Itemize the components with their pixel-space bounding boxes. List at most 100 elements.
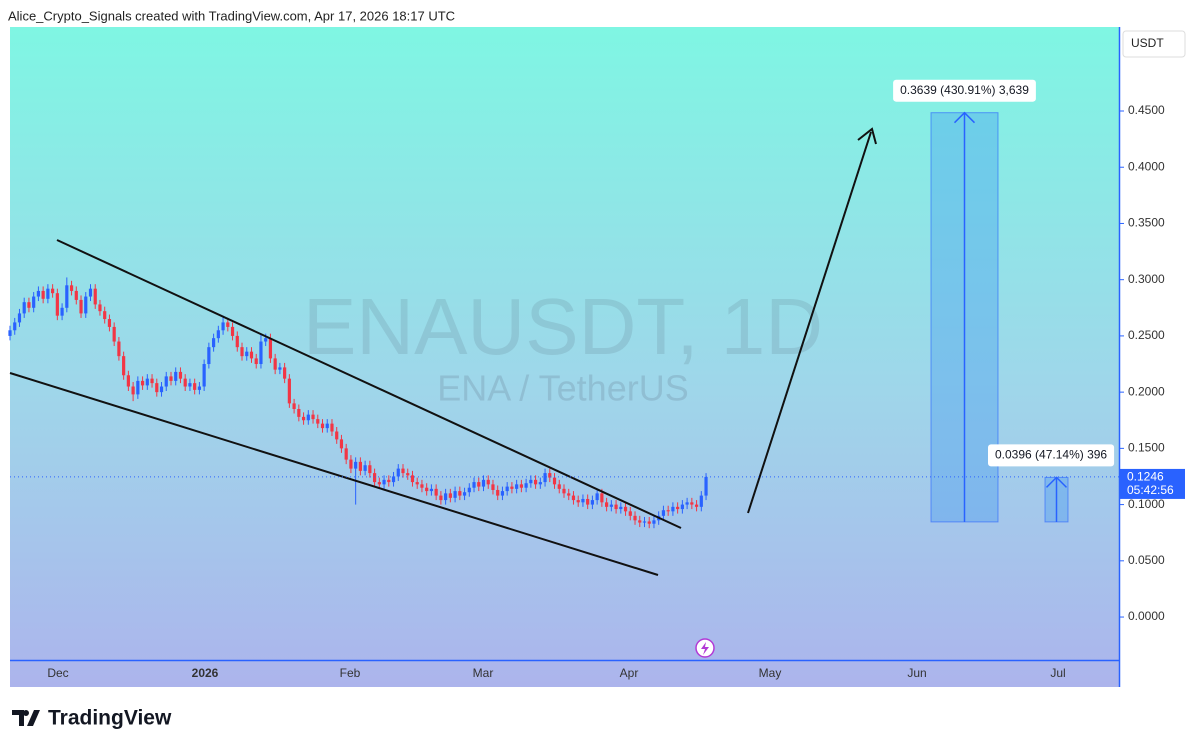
candle-body <box>268 338 273 359</box>
x-tick-label: Jul <box>1050 666 1065 680</box>
candle-body <box>278 367 282 370</box>
currency-label: USDT <box>1131 36 1164 50</box>
candle-body <box>372 473 377 483</box>
x-tick-label: Feb <box>340 666 361 680</box>
candle-body <box>548 473 552 478</box>
candle-body <box>197 386 201 390</box>
candle-body <box>453 491 457 498</box>
candle-body <box>65 285 69 308</box>
candle-body <box>254 358 258 365</box>
candle-body <box>358 461 362 471</box>
y-tick-label: 0.2000 <box>1128 384 1165 398</box>
candle-body <box>477 482 481 487</box>
candle-body <box>387 479 391 483</box>
projection-arrow <box>747 131 872 514</box>
candle-body <box>283 367 287 379</box>
header-text: Alice_Crypto_Signals created with Tradin… <box>8 8 455 23</box>
candle-body <box>519 484 523 488</box>
candle-body <box>538 482 542 485</box>
candle-body <box>131 386 135 395</box>
candle-body <box>600 493 604 503</box>
candle-body <box>363 465 367 471</box>
candle-body <box>628 511 632 516</box>
candle-body <box>103 311 107 320</box>
candle-body <box>8 330 12 336</box>
candle-body <box>292 403 296 410</box>
candle-body <box>93 288 97 305</box>
candle-body <box>188 383 192 387</box>
candle-body <box>676 506 680 510</box>
candle-body <box>448 493 452 498</box>
x-tick-label: 2026 <box>192 666 219 680</box>
candle-body <box>354 461 358 469</box>
candle-body <box>245 351 249 357</box>
candle-body <box>249 351 254 359</box>
candle-body <box>193 383 197 390</box>
y-tick-label: 0.3000 <box>1128 272 1165 286</box>
candle-body <box>382 479 386 485</box>
candle-body <box>462 492 467 496</box>
candle-body <box>316 419 320 424</box>
marks: 0.3639 (430.91%) 3,639 0.0396 (47.14%) 39… <box>8 79 1115 529</box>
candle-body <box>638 520 642 523</box>
candle-body <box>339 439 344 449</box>
candle-body <box>609 504 613 507</box>
last-price-label: 0.1246 <box>1127 470 1164 484</box>
candle-body <box>661 510 666 516</box>
candle-body <box>79 299 83 314</box>
candle-body <box>330 423 334 432</box>
x-tick-label: Jun <box>907 666 926 680</box>
candle-body <box>633 515 637 521</box>
currency-box[interactable] <box>1122 30 1186 58</box>
y-tick-label: 0.0500 <box>1128 553 1165 567</box>
candle-body <box>287 378 291 404</box>
candle-body <box>586 498 590 505</box>
y-tick-label: 0.1500 <box>1128 441 1165 455</box>
candle-body <box>60 307 64 316</box>
candle-body <box>704 476 708 496</box>
candle-body <box>481 479 486 487</box>
candle-body <box>112 326 116 342</box>
candle-body <box>486 479 490 485</box>
candle-body <box>552 477 557 485</box>
candle-body <box>671 506 675 512</box>
candle-body <box>439 495 443 501</box>
measure-label-box <box>893 79 1036 102</box>
candle-body <box>74 290 78 300</box>
candle-body <box>444 493 448 501</box>
candle-body <box>27 302 31 308</box>
candle-body <box>458 491 462 496</box>
watermark-subtitle: ENA / TetherUS <box>437 368 688 409</box>
candle-body <box>226 322 230 327</box>
candle-body <box>88 288 93 297</box>
candle-body <box>420 484 424 488</box>
candle-body <box>117 341 121 357</box>
candle-body <box>335 431 339 440</box>
candle-body <box>32 296 36 308</box>
y-tick-label: 0.0000 <box>1128 609 1165 623</box>
candle-body <box>212 338 216 348</box>
candle-body <box>576 500 580 503</box>
candle-body <box>136 380 140 395</box>
candle-body <box>140 380 145 386</box>
candle-body <box>169 376 173 381</box>
candle-body <box>434 488 438 496</box>
candle-body <box>202 364 206 387</box>
x-tick-label: May <box>759 666 782 680</box>
measure-arrowhead <box>953 111 976 124</box>
candle-body <box>391 476 396 483</box>
candle-body <box>107 319 112 327</box>
x-tick-label: Dec <box>47 666 68 680</box>
x-tick-label: Apr <box>620 666 639 680</box>
candle-body <box>666 510 670 512</box>
candle-body <box>619 506 623 510</box>
candle-body <box>235 335 239 348</box>
logo-mark <box>12 710 40 726</box>
candle-body <box>605 502 609 507</box>
y-tick-label: 0.2500 <box>1128 328 1165 342</box>
candle-body <box>590 500 595 505</box>
candle-body <box>425 487 429 492</box>
candle-body <box>216 330 220 339</box>
